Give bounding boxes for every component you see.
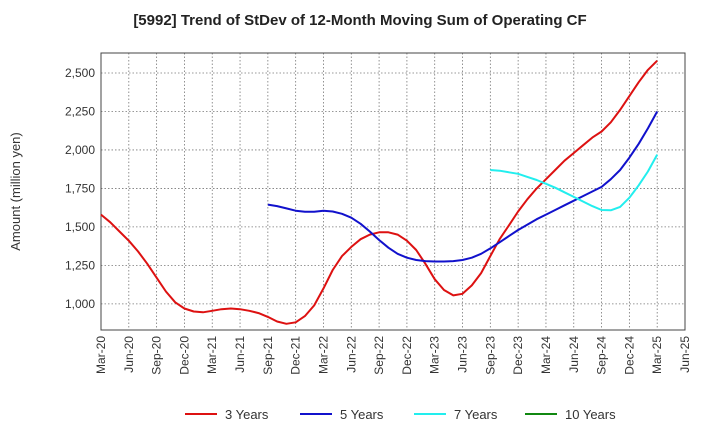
y-tick-label: 2,500 <box>65 66 95 80</box>
x-axis-ticks: Mar-20 Jun-20 Sep-20 Dec-20 Mar-21 Jun-21 Sep-… <box>94 336 692 375</box>
legend-label: 5 Years <box>340 407 384 422</box>
plot-area <box>100 52 686 331</box>
legend-label: 7 Years <box>454 407 498 422</box>
grid-lines <box>100 53 686 330</box>
x-tick-label: Jun-21 <box>233 336 247 373</box>
x-tick-label: Dec-22 <box>400 336 414 375</box>
legend: 3 Years 5 Years 7 Years 10 Years <box>185 407 616 422</box>
y-tick-label: 1,250 <box>65 258 95 272</box>
x-tick-label: Dec-23 <box>511 336 525 375</box>
x-tick-label: Sep-21 <box>261 336 275 375</box>
y-tick-label: 2,000 <box>65 143 95 157</box>
x-tick-label: Sep-22 <box>372 336 386 375</box>
x-tick-label: Dec-21 <box>289 336 303 375</box>
x-tick-label: Jun-22 <box>344 336 358 373</box>
y-tick-label: 1,750 <box>65 181 95 195</box>
series-line-3-years <box>100 59 658 325</box>
x-tick-label: Sep-24 <box>595 336 609 375</box>
y-axis-label: Amount (million yen) <box>8 132 23 251</box>
x-tick-label: Mar-24 <box>539 336 553 374</box>
y-tick-label: 1,000 <box>65 297 95 311</box>
x-tick-label: Mar-21 <box>205 336 219 374</box>
x-tick-label: Jun-23 <box>456 336 470 373</box>
x-tick-label: Dec-24 <box>622 336 636 375</box>
x-tick-label: Jun-24 <box>567 336 581 373</box>
y-tick-label: 1,500 <box>65 220 95 234</box>
x-tick-label: Mar-20 <box>94 336 108 374</box>
series-line-5-years <box>267 111 659 263</box>
y-tick-label: 2,250 <box>65 104 95 118</box>
x-tick-label: Jun-20 <box>122 336 136 373</box>
x-tick-label: Dec-20 <box>177 336 191 375</box>
legend-label: 3 Years <box>225 407 269 422</box>
x-tick-label: Mar-23 <box>428 336 442 374</box>
x-tick-label: Jun-25 <box>678 336 692 373</box>
x-tick-label: Sep-20 <box>150 336 164 375</box>
series-lines <box>100 59 659 325</box>
x-tick-label: Sep-23 <box>483 336 497 375</box>
x-tick-label: Mar-25 <box>650 336 664 374</box>
x-tick-label: Mar-22 <box>316 336 330 374</box>
y-axis-ticks: 1,000 1,250 1,500 1,750 2,000 2,250 2,500 <box>65 66 95 311</box>
legend-label: 10 Years <box>565 407 616 422</box>
series-line-7-years <box>490 154 659 212</box>
chart-title: [5992] Trend of StDev of 12-Month Moving… <box>133 12 587 29</box>
